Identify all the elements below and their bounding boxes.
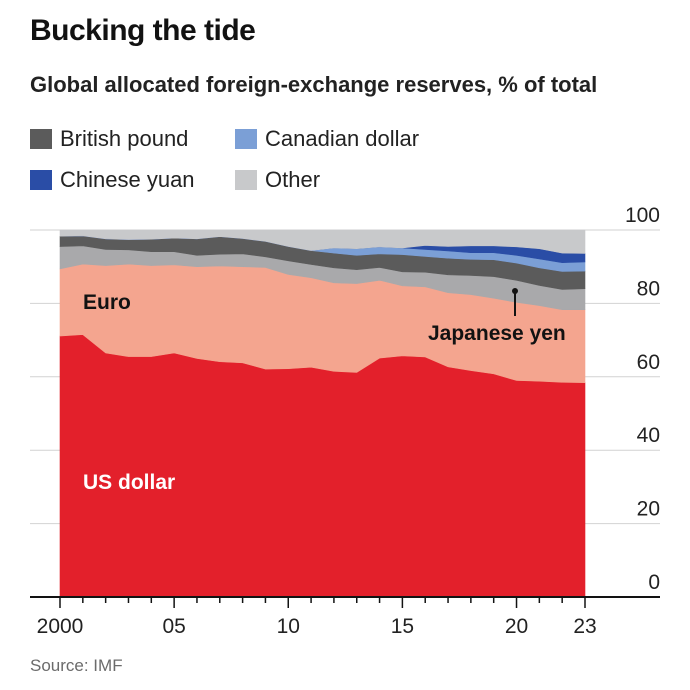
area-other xyxy=(59,229,586,254)
chart-title: Bucking the tide xyxy=(30,14,256,47)
x-tick-label: 05 xyxy=(162,615,185,638)
y-tick-labels: 0 20 40 60 80 100 xyxy=(625,204,660,594)
x-tick-label: 23 xyxy=(573,615,596,638)
legend-swatch xyxy=(30,129,52,149)
legend-label: British pound xyxy=(60,126,189,151)
source-note: Source: IMF xyxy=(30,656,123,675)
y-tick-label: 20 xyxy=(637,498,660,521)
legend-item-british-pound: British pound xyxy=(30,126,188,152)
chart-subtitle: Global allocated foreign-exchange reserv… xyxy=(30,72,598,97)
legend-label: Other xyxy=(265,167,321,192)
series-labels: Euro US dollar Japanese yen xyxy=(83,288,566,494)
japanese-yen-pointer-dot xyxy=(512,288,518,294)
legend-swatch xyxy=(30,170,52,190)
legend-label: Chinese yuan xyxy=(60,167,195,192)
series-label-us-dollar: US dollar xyxy=(83,471,175,494)
x-tick-label: 2000 xyxy=(37,615,84,638)
x-tick-label: 20 xyxy=(505,615,528,638)
legend-item-chinese-yuan: Chinese yuan xyxy=(30,167,195,193)
x-tick-label: 10 xyxy=(277,615,300,638)
y-tick-label: 40 xyxy=(637,424,660,447)
y-tick-label: 100 xyxy=(625,204,660,227)
x-tick-label: 15 xyxy=(391,615,414,638)
y-tick-label: 60 xyxy=(637,351,660,374)
x-axis: 2000 05 10 15 20 23 xyxy=(30,596,660,638)
y-tick-label: 0 xyxy=(648,571,660,594)
legend: British pound Canadian dollar Chinese yu… xyxy=(30,126,670,206)
legend-item-other: Other xyxy=(235,167,320,193)
legend-swatch xyxy=(235,129,257,149)
area-series xyxy=(59,229,586,598)
legend-label: Canadian dollar xyxy=(265,126,420,151)
series-label-japanese-yen: Japanese yen xyxy=(428,322,566,345)
series-label-euro: Euro xyxy=(83,291,131,314)
legend-swatch xyxy=(235,170,257,190)
y-tick-label: 80 xyxy=(637,277,660,300)
legend-item-canadian-dollar: Canadian dollar xyxy=(235,126,419,152)
